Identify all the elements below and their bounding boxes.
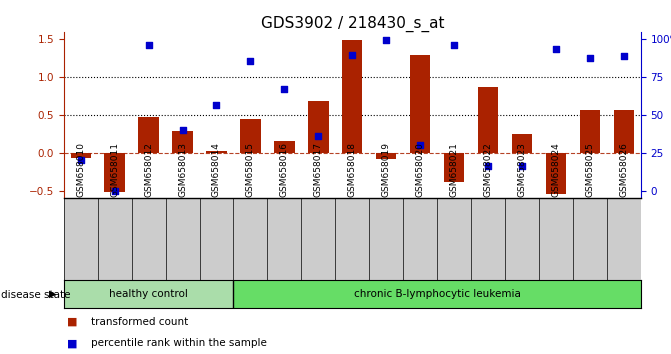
- Bar: [308, 102, 329, 153]
- Point: [381, 38, 392, 43]
- Bar: [105, 153, 125, 192]
- Point: [517, 163, 527, 169]
- Point: [75, 157, 86, 162]
- Point: [109, 188, 120, 194]
- Bar: [64, 280, 234, 308]
- Bar: [240, 119, 260, 153]
- Point: [415, 142, 425, 148]
- Bar: [614, 110, 634, 153]
- Bar: [138, 117, 159, 153]
- Bar: [512, 134, 532, 153]
- Point: [279, 86, 290, 91]
- Point: [211, 102, 222, 108]
- Bar: [172, 131, 193, 153]
- Point: [584, 56, 595, 61]
- Text: ■: ■: [67, 338, 78, 348]
- Point: [347, 52, 358, 57]
- Bar: [342, 40, 362, 153]
- Bar: [410, 55, 430, 153]
- Text: transformed count: transformed count: [91, 317, 188, 327]
- Text: healthy control: healthy control: [109, 289, 188, 299]
- Bar: [274, 141, 295, 153]
- Point: [551, 46, 562, 52]
- Point: [245, 58, 256, 63]
- Bar: [546, 153, 566, 194]
- Bar: [580, 110, 600, 153]
- Text: disease state: disease state: [1, 290, 71, 300]
- Point: [619, 53, 629, 59]
- Bar: [376, 153, 397, 159]
- Text: ▶: ▶: [49, 289, 56, 299]
- Bar: [206, 152, 227, 153]
- Title: GDS3902 / 218430_s_at: GDS3902 / 218430_s_at: [260, 16, 444, 32]
- Bar: [444, 153, 464, 182]
- Point: [482, 164, 493, 169]
- Text: chronic B-lymphocytic leukemia: chronic B-lymphocytic leukemia: [354, 289, 521, 299]
- Point: [177, 127, 188, 133]
- Point: [143, 42, 154, 48]
- Text: ■: ■: [67, 317, 78, 327]
- Bar: [70, 153, 91, 158]
- Text: percentile rank within the sample: percentile rank within the sample: [91, 338, 266, 348]
- Point: [449, 42, 460, 47]
- Point: [313, 133, 323, 139]
- Bar: [478, 87, 499, 153]
